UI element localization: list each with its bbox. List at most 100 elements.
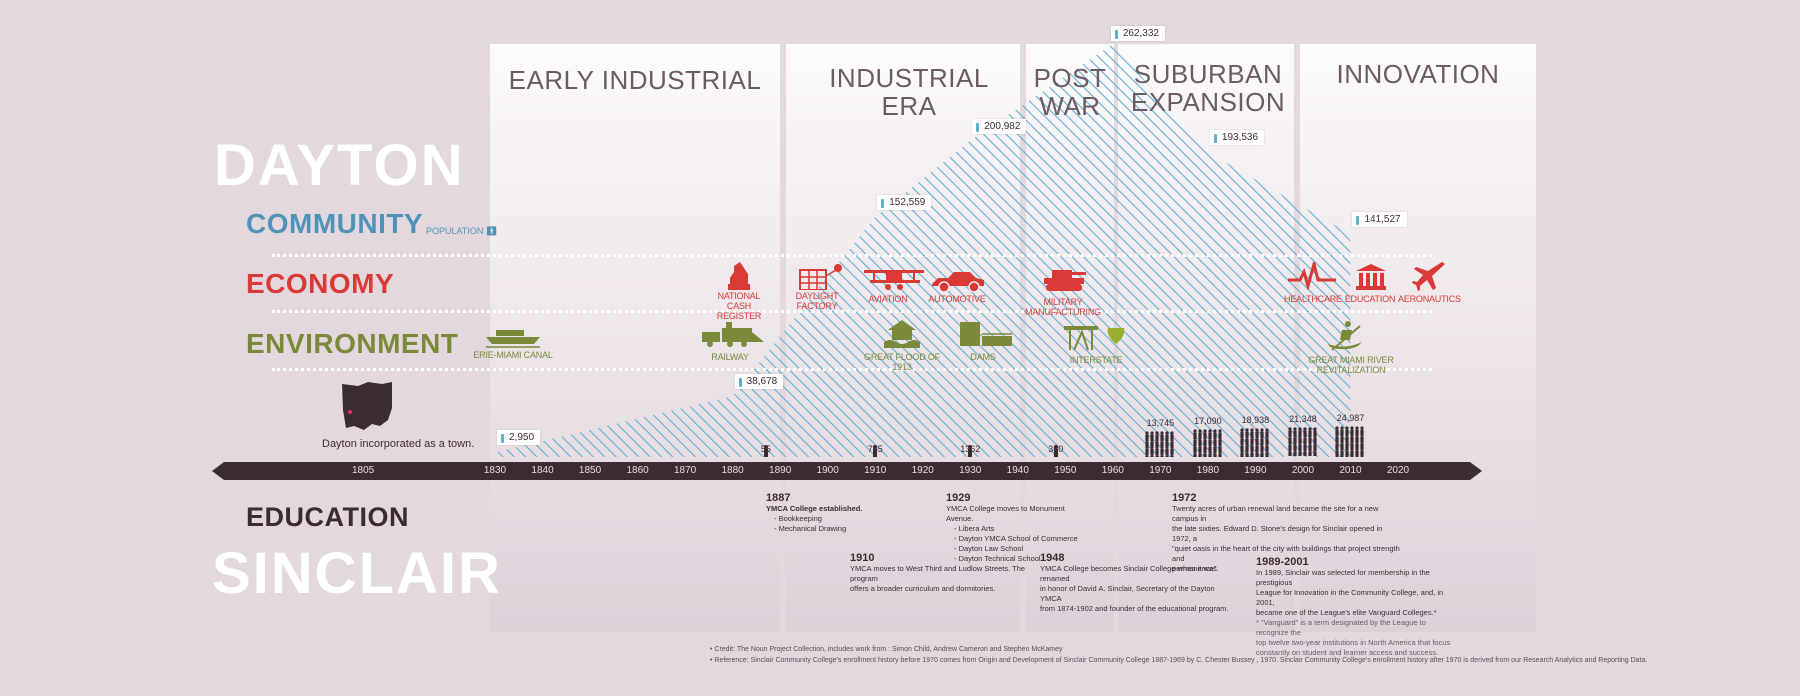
edu-line: in honor of David A. Sinclair, Secretary… [1040,584,1215,603]
person-icon: 🚹︎ [485,226,498,236]
era-title-early-industrial: EARLY INDUSTRIAL [508,65,762,95]
locomotive-icon [702,322,764,347]
enrollment-label-1990: 18,938 [1241,415,1270,426]
axis-tick-2000: 2000 [1291,465,1315,476]
enrollment-people-icon [763,445,768,457]
ohio-map-icon [342,382,392,430]
divider-economy [272,310,1432,313]
kayak-icon [1328,321,1362,351]
population-label-1880: 38,678 [734,374,784,390]
environment-label-erie-miami-canal: ERIE-MIAMI CANAL [473,350,553,360]
edu-event-1887: 1887 YMCA College established. - Bookkee… [766,492,906,534]
building-icon [1356,264,1386,290]
edu-event-1948: 1948 YMCA College becomes Sinclair Colle… [1040,552,1230,614]
highway-icon [1064,326,1125,351]
dam-icon [960,322,1012,346]
edu-year: 1972 [1172,492,1197,504]
edu-line: - Mechanical Drawing [774,524,847,533]
enrollment-label-2000: 21,348 [1289,414,1317,425]
axis-tick-2010: 2010 [1339,465,1362,476]
era-title-industrial-era: INDUSTRIAL ERA [829,63,989,121]
axis-tick-1910: 1910 [864,465,887,476]
economy-label-aeronautics: AERONAUTICS [1398,294,1461,304]
axis-tick-1850: 1850 [578,465,602,476]
axis-tick-1950: 1950 [1054,465,1077,476]
enrollment-people-icon [1053,445,1058,457]
community-title: COMMUNITY [246,208,424,239]
biplane-icon [864,270,924,290]
tank-icon [1044,270,1086,291]
economy-label-education: EDUCATION [1344,294,1396,304]
environment-label-river-revitalization: GREAT MIAMI RIVER REVITALIZATION [1308,355,1394,375]
population-label-text: POPULATION [426,226,484,236]
environment-label-interstate: INTERSTATE [1069,355,1123,365]
edu-line: offers a broader curriculum and dormitor… [850,584,996,593]
axis-tick-1870: 1870 [673,465,697,476]
axis-tick-1880: 1880 [721,465,744,476]
population-label-1930: 200,982 [972,118,1027,134]
axis-tick-1940: 1940 [1006,465,1029,476]
environment-label-great-flood: GREAT FLOOD OF 1913 [864,352,940,372]
enrollment-people-icon [1335,426,1365,457]
axis-tick-1920: 1920 [911,465,934,476]
edu-line: In 1989, Sinclair was selected for membe… [1256,568,1430,587]
edu-line: Twenty acres of urban renewal land becam… [1172,504,1379,523]
enrollment-people-icon [1145,430,1174,457]
environment-label-railway: RAILWAY [711,352,749,362]
edu-event-1910: 1910 YMCA moves to West Third and Ludlow… [850,552,1040,594]
edu-line: - Dayton YMCA School of Commerce [954,534,1078,543]
edu-line: - Bookkeeping [774,514,822,523]
enrollment-people-icon [968,445,973,457]
edu-event-1972: 1972 Twenty acres of urban renewal land … [1172,492,1402,574]
edu-line: the late sixties. Edward D. Stone's desi… [1172,524,1383,543]
economy-title: ECONOMY [246,268,395,299]
edu-year: 1910 [850,552,875,564]
population-label-2010: 141,527 [1352,212,1407,228]
enrollment-label-2010: 24,987 [1336,413,1365,423]
enrollment-people-icon [1193,429,1222,457]
enrollment-people-icon [1240,428,1270,457]
credit-line: • Credit: The Noun Project Collection, i… [710,646,1063,653]
axis-tick-1930: 1930 [959,465,982,476]
heartbeat-icon [1288,262,1336,290]
edu-line: from 1874-1902 and founder of the educat… [1040,604,1229,613]
canal-boat-icon [486,330,540,348]
environment-label-dams: DAMS [970,352,996,362]
car-icon [932,272,984,292]
axis-tick-1805: 1805 [352,465,375,476]
axis-tick-2020: 2020 [1386,465,1410,476]
era-title-innovation: INNOVATION [1336,59,1500,89]
flood-icon [884,320,920,348]
divider-environment [272,368,1432,371]
sinclair-title: SINCLAIR [212,541,502,606]
population-label-1980: 193,536 [1209,130,1265,146]
population-label: POPULATION 🚹︎ [426,226,497,237]
edu-year: 1989-2001 [1256,556,1309,568]
axis-tick-1840: 1840 [531,465,554,476]
environment-title: ENVIRONMENT [246,328,459,359]
edu-line: YMCA moves to West Third and Ludlow Stre… [850,564,1026,583]
population-label-1960: 262,332 [1110,26,1165,41]
economy-label-aviation: AVIATION [868,294,908,304]
education-title: EDUCATION [246,502,409,532]
edu-line: "quiet oasis in the heart of the city wi… [1172,544,1400,563]
axis-tick-1990: 1990 [1244,465,1267,476]
edu-year: 1887 [766,492,791,504]
axis-tick-1830: 1830 [483,465,507,476]
economy-label-national-cash-register: NATIONAL CASH REGISTER [716,291,762,321]
reference-line: • Reference: Sinclair Community College'… [710,657,1648,664]
edu-line: constantly on student and learner access… [1256,648,1439,657]
axis-tick-1970: 1970 [1149,465,1172,476]
economy-label-healthcare: HEALTHCARE [1284,294,1342,304]
jet-icon [1412,262,1445,291]
population-area [495,44,1351,457]
incorporated-text: Dayton incorporated as a town. [322,438,475,450]
population-label-1910: 152,559 [877,194,932,210]
edu-line: League for Innovation in the Community C… [1256,588,1444,607]
axis-tick-1960: 1960 [1101,465,1124,476]
axis-tick-1890: 1890 [769,465,792,476]
edu-line: YMCA College established. [766,504,863,513]
edu-year: 1929 [946,492,971,504]
edu-year: 1948 [1040,552,1065,564]
